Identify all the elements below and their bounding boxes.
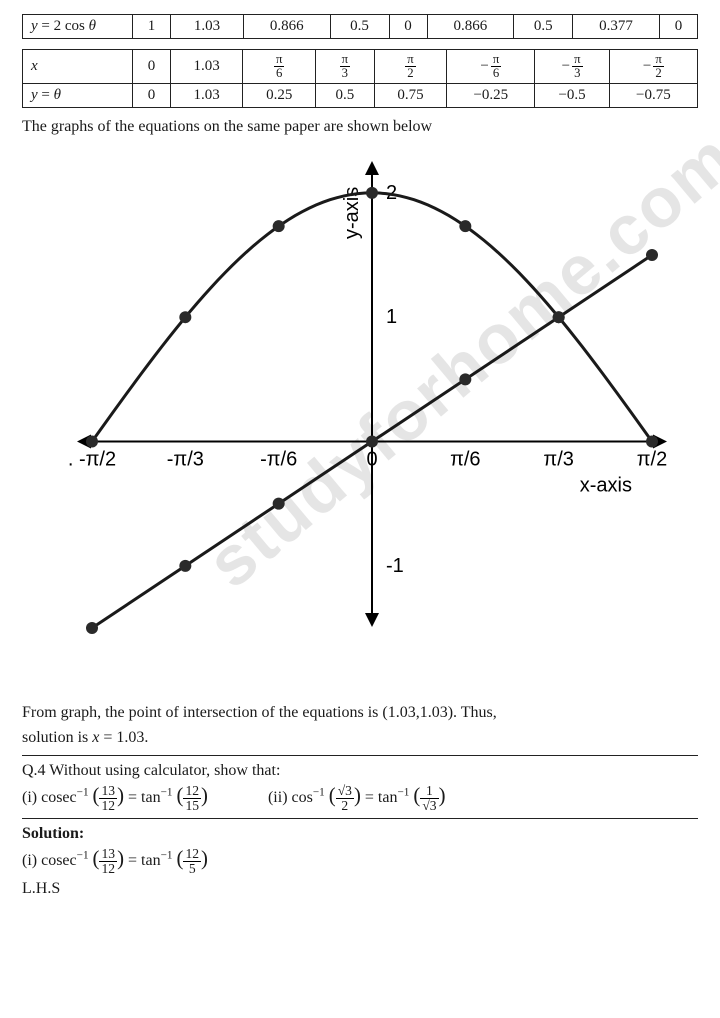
eq-ii: (ii) cos−1 (√32) = tan−1 (1√3) [268, 784, 446, 812]
t1-c0: 1 [133, 15, 171, 39]
chart-svg: . -π/2-π/3-π/60π/6π/3π/221-1x-axisy-axis [22, 138, 682, 698]
svg-text:1: 1 [386, 306, 397, 328]
t1-c3: 0.5 [330, 15, 389, 39]
t1-c5: 0.866 [427, 15, 514, 39]
svg-text:. -π/2: . -π/2 [68, 448, 116, 470]
table-cos-values: y = 2 cos θ 1 1.03 0.866 0.5 0 0.866 0.5… [22, 14, 698, 39]
svg-text:π/3: π/3 [543, 448, 573, 470]
lhs-label: L.H.S [22, 880, 698, 898]
svg-text:x-axis: x-axis [580, 474, 632, 496]
svg-text:π/6: π/6 [450, 448, 480, 470]
svg-text:-1: -1 [386, 554, 404, 576]
intersection-text-1: From graph, the point of intersection of… [22, 702, 698, 724]
t1-c7: 0.377 [573, 15, 660, 39]
solution-eq-i: (i) cosec−1 (1312) = tan−1 (125) [22, 847, 698, 875]
t1-c2: 0.866 [243, 15, 330, 39]
question-4: Q.4 Without using calculator, show that: [22, 762, 698, 780]
t1-c6: 0.5 [514, 15, 573, 39]
solution-label: Solution: [22, 825, 698, 843]
eq-i: (i) cosec−1 (1312) = tan−1 (1215) [22, 784, 208, 812]
chart-caption: The graphs of the equations on the same … [22, 118, 698, 136]
intersection-text-2: solution is x = 1.03. [22, 727, 698, 749]
table-theta-values: x 0 1.03 π6 π3 π2 −π6 −π3 −π2 y = θ 0 1.… [22, 49, 698, 108]
svg-text:π/2: π/2 [637, 448, 667, 470]
t1-c4: 0 [389, 15, 427, 39]
t1-c8: 0 [659, 15, 697, 39]
t1-c1: 1.03 [171, 15, 244, 39]
svg-text:0: 0 [366, 448, 377, 470]
svg-text:-π/3: -π/3 [167, 448, 204, 470]
divider-1 [22, 755, 698, 756]
divider-2 [22, 818, 698, 819]
chart: . -π/2-π/3-π/60π/6π/3π/221-1x-axisy-axis [22, 138, 698, 698]
equations-row: (i) cosec−1 (1312) = tan−1 (1215) (ii) c… [22, 784, 698, 812]
svg-text:-π/6: -π/6 [260, 448, 297, 470]
